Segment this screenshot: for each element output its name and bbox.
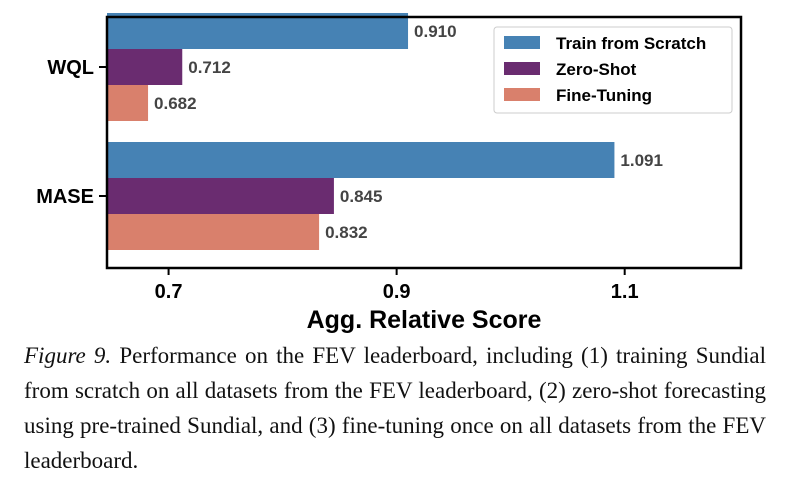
value-label-mase-zero-shot: 0.845 [340,187,383,206]
bar-chart: 0.910 1.091 0.712 0.845 0.682 0.832 WQL MASE 0.7… [36,13,743,334]
x-tick-label-1-1: 1.1 [611,281,639,303]
bar-wql-fine-tuning [107,85,149,121]
value-label-wql-train-from-scratch: 0.910 [414,22,457,41]
x-tick-label-0-9: 0.9 [383,281,411,303]
legend-label-zero-shot: Zero-Shot [556,60,637,79]
value-label-mase-train-from-scratch: 1.091 [620,151,663,170]
legend-swatch-zero-shot [504,62,540,75]
y-tick-label-mase: MASE [36,186,94,208]
bar-mase-train-from-scratch [107,142,615,178]
value-label-wql-zero-shot: 0.712 [188,58,231,77]
figure-caption: Figure 9. Performance on the FEV leaderb… [24,338,766,478]
legend-label-train-from-scratch: Train from Scratch [556,34,706,53]
legend-label-fine-tuning: Fine-Tuning [556,86,652,105]
plot-frame [105,15,743,270]
caption-label: Figure 9. [24,343,112,368]
bar-mase-zero-shot [107,178,334,214]
x-tick-label-0-7: 0.7 [155,281,183,303]
caption-text: Performance on the FEV leaderboard, incl… [24,343,766,473]
y-tick-label-wql: WQL [47,57,94,79]
x-axis-title: Agg. Relative Score [307,306,542,334]
bar-wql-train-from-scratch [107,13,409,49]
value-label-mase-fine-tuning: 0.832 [325,223,368,242]
value-label-wql-fine-tuning: 0.682 [154,94,197,113]
bar-mase-fine-tuning [107,214,320,250]
bar-wql-zero-shot [107,49,183,85]
legend-box [493,26,733,114]
legend-swatch-fine-tuning [504,88,540,101]
legend-swatch-train-from-scratch [504,36,540,49]
